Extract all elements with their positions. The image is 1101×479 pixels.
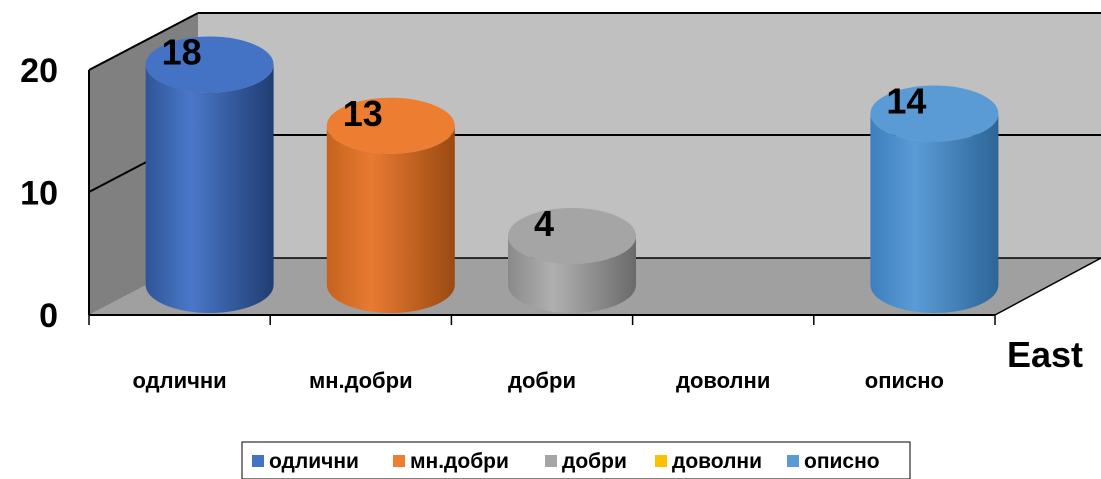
category-label: доволни [676, 368, 770, 393]
category-labels: одлични мн.добри добри доволни описно [132, 368, 944, 393]
legend-swatch [252, 455, 264, 467]
gridline-20 [88, 12, 199, 71]
legend-entry: доволни [672, 450, 762, 473]
legend-swatch [393, 455, 405, 467]
bar-0: 18 [145, 32, 274, 313]
x-axis-title: East [1007, 334, 1083, 375]
bar-1: 13 [326, 93, 455, 313]
bar-top [508, 208, 636, 264]
legend-entry: описно [804, 450, 880, 473]
legend-swatch [655, 455, 667, 467]
legend: одлични мн.добри добри доволни описно [252, 450, 880, 473]
bar-top [870, 85, 999, 142]
floor-edge [994, 257, 1101, 316]
y-axis-ticks: 0 10 20 [20, 52, 58, 335]
category-label: одлични [132, 368, 226, 393]
data-label: 14 [886, 81, 926, 122]
bar-top [326, 97, 455, 154]
x-axis-ticks [88, 315, 996, 325]
bar-4: 14 [870, 81, 999, 313]
y-tick-label: 20 [20, 52, 58, 90]
data-label: 13 [343, 93, 383, 134]
data-label: 18 [162, 32, 202, 73]
y-tick-label: 10 [20, 175, 58, 213]
bar-body [326, 125, 455, 313]
bar-body [508, 236, 636, 313]
bar-top [145, 36, 274, 93]
bars: 18 13 4 14 [145, 32, 999, 313]
bar-2: 4 [508, 203, 636, 313]
legend-swatch [787, 455, 799, 467]
bar-body [870, 113, 999, 313]
y-tick-label: 0 [39, 297, 58, 335]
legend-entry: мн.добри [410, 450, 509, 473]
category-label: описно [865, 368, 944, 393]
data-label: 4 [534, 203, 554, 244]
category-label: добри [508, 368, 576, 393]
legend-entry: добри [562, 450, 627, 473]
category-label: мн.добри [309, 368, 413, 393]
legend-swatch [545, 455, 557, 467]
legend-entry: одлични [269, 450, 359, 473]
bar-body [145, 64, 274, 313]
